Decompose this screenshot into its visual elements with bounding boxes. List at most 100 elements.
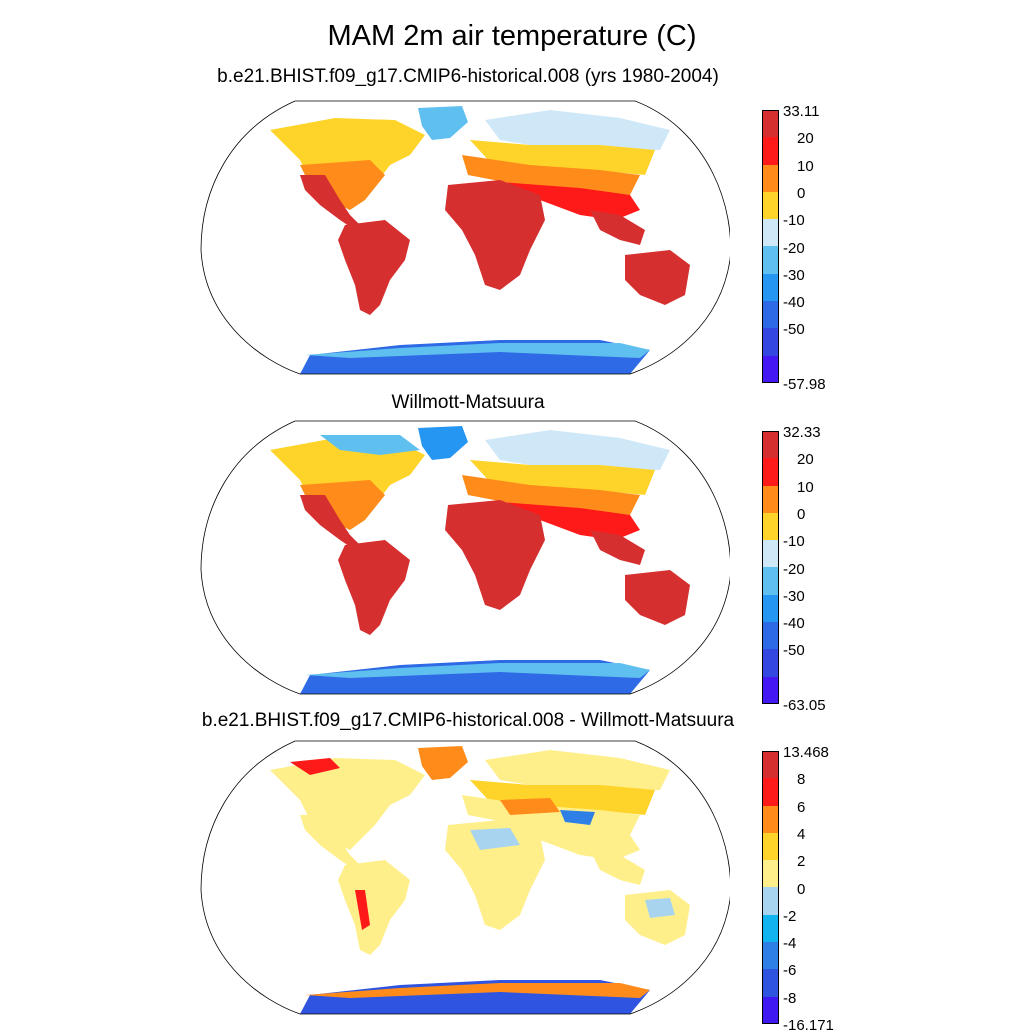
north-america-arctic	[320, 435, 420, 455]
colorbar-segment	[762, 110, 779, 138]
colorbar-tick-label: -10	[783, 212, 805, 230]
colorbar-segment	[762, 191, 779, 220]
panel-3-title: b.e21.BHIST.f09_g17.CMIP6-historical.008…	[201, 710, 735, 731]
colorbar-segment	[762, 164, 779, 192]
north-america-south	[300, 480, 385, 530]
colorbar-segment	[762, 914, 779, 943]
colorbar-segment	[762, 458, 779, 486]
colorbar-tick-label: 32.33	[783, 424, 821, 441]
colorbar-tick-label: -30	[783, 587, 805, 605]
colorbar-tick-label: -4	[783, 935, 797, 953]
colorbar-segment	[762, 942, 779, 970]
north-america-south	[300, 160, 385, 210]
panel-2-colorbar	[762, 431, 779, 704]
colorbar-segment	[762, 485, 779, 513]
colorbar-segment	[762, 355, 779, 383]
se-asia	[590, 850, 645, 885]
eurasia-mid	[470, 140, 655, 175]
colorbar-tick-label: -6	[783, 962, 797, 980]
antarctica-edge	[305, 343, 650, 358]
south-america	[338, 540, 410, 635]
colorbar-tick-label: -8	[783, 989, 797, 1007]
central-america	[300, 495, 360, 550]
colorbar-tick-label: 10	[797, 478, 814, 496]
colorbar-tick-label: 0	[797, 880, 806, 898]
greenland	[418, 106, 468, 140]
colorbar-segment	[762, 328, 779, 356]
australia	[625, 570, 690, 625]
sahara-cool	[470, 828, 520, 850]
colorbar-tick-label: 4	[797, 825, 806, 843]
colorbar-tick-label: -57.98	[783, 376, 826, 393]
andes	[355, 890, 370, 930]
colorbar-tick-label: 10	[797, 157, 814, 175]
colorbar-segment	[762, 567, 779, 595]
colorbar-segment	[762, 969, 779, 997]
colorbar-tick-label: 20	[797, 130, 814, 148]
australia	[625, 890, 690, 945]
colorbar-segment	[762, 246, 779, 274]
asia-south	[500, 822, 640, 860]
eurasia-mid	[470, 460, 655, 495]
panel-2-map-svg	[200, 420, 730, 695]
central-america	[300, 815, 360, 870]
colorbar-tick-label: 2	[797, 853, 806, 871]
eurasia-north	[485, 430, 670, 470]
africa	[445, 180, 545, 290]
panel-1-map	[200, 100, 730, 375]
colorbar-tick-label: 0	[797, 184, 806, 202]
colorbar-tick-label: -20	[783, 560, 805, 578]
north-america-arctic	[290, 758, 340, 775]
eurasia-south	[462, 155, 640, 195]
colorbar-tick-label: 13.468	[783, 744, 829, 761]
asia-south	[500, 502, 640, 540]
asia-south	[500, 182, 640, 220]
panel-1-map-svg	[200, 100, 730, 375]
north-america	[270, 758, 425, 850]
figure-title: MAM 2m air temperature (C)	[327, 20, 697, 52]
colorbar-tick-label: -63.05	[783, 697, 826, 714]
colorbar-segment	[762, 301, 779, 329]
colorbar-segment	[762, 996, 779, 1024]
colorbar-segment	[762, 540, 779, 568]
colorbar-segment	[762, 137, 779, 165]
panel-3-colorbar	[762, 751, 779, 1024]
eurasia-south	[462, 475, 640, 515]
panel-3-map	[200, 740, 730, 1015]
colorbar-tick-label: -10	[783, 533, 805, 551]
colorbar-tick-label: 6	[797, 798, 806, 816]
colorbar-segment	[762, 805, 779, 833]
eurasia-mid	[470, 780, 655, 815]
south-america	[338, 220, 410, 315]
colorbar-tick-label: -16.171	[783, 1017, 834, 1034]
colorbar-tick-label: -40	[783, 615, 805, 633]
colorbar-tick-label: 0	[797, 505, 806, 523]
eurasia-north	[485, 750, 670, 790]
colorbar-tick-label: -40	[783, 294, 805, 312]
colorbar-segment	[762, 219, 779, 247]
south-america	[338, 860, 410, 955]
se-asia	[590, 210, 645, 245]
colorbar-segment	[762, 431, 779, 459]
eurasia-north	[485, 110, 670, 150]
colorbar-tick-label: 20	[797, 451, 814, 469]
australia	[625, 250, 690, 305]
antarctica-warm	[305, 983, 650, 998]
panel-3-map-svg	[200, 740, 730, 1015]
panel-1-title: b.e21.BHIST.f09_g17.CMIP6-historical.008…	[217, 66, 719, 87]
se-asia	[590, 530, 645, 565]
colorbar-tick-label: -50	[783, 321, 805, 339]
colorbar-segment	[762, 273, 779, 302]
colorbar-segment	[762, 594, 779, 623]
colorbar-segment	[762, 512, 779, 541]
colorbar-tick-label: -50	[783, 642, 805, 660]
colorbar-segment	[762, 751, 779, 779]
colorbar-tick-label: -20	[783, 239, 805, 257]
colorbar-tick-label: 33.11	[783, 103, 820, 120]
panel-1-colorbar	[762, 110, 779, 383]
colorbar-segment	[762, 832, 779, 861]
central-america	[300, 175, 360, 230]
colorbar-segment	[762, 887, 779, 915]
colorbar-segment	[762, 622, 779, 650]
colorbar-segment	[762, 860, 779, 888]
